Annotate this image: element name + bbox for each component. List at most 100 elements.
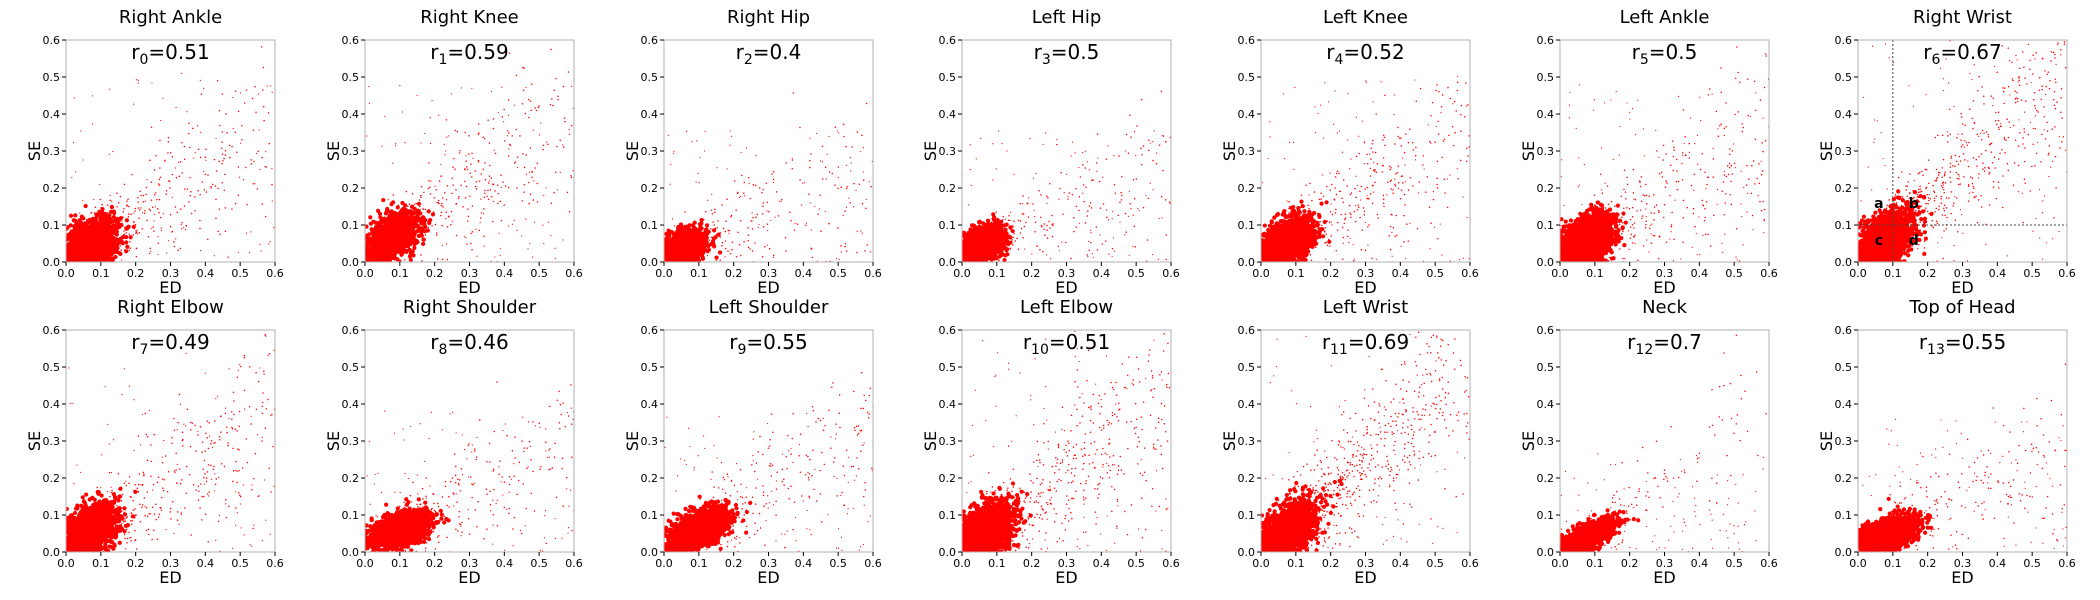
data-point bbox=[184, 228, 187, 231]
data-point bbox=[408, 254, 410, 256]
data-point bbox=[515, 161, 517, 163]
scatter-panel: Right Hipr2=0.40.00.00.10.10.20.20.30.30… bbox=[623, 7, 882, 297]
data-point bbox=[395, 234, 398, 236]
data-point bbox=[409, 211, 414, 217]
data-point bbox=[66, 257, 71, 262]
x-tick-label: 0.5 bbox=[231, 267, 249, 280]
data-point bbox=[134, 223, 137, 226]
data-point bbox=[73, 97, 75, 99]
data-point bbox=[570, 124, 573, 127]
data-point bbox=[224, 150, 227, 152]
data-point bbox=[212, 183, 214, 186]
data-point bbox=[445, 198, 448, 201]
data-point bbox=[217, 230, 220, 233]
data-point bbox=[532, 129, 534, 131]
data-point bbox=[396, 249, 399, 252]
data-point bbox=[419, 209, 422, 211]
data-point bbox=[397, 221, 400, 224]
data-point bbox=[464, 197, 467, 199]
data-point bbox=[455, 189, 457, 191]
data-point bbox=[562, 144, 564, 146]
data-point bbox=[430, 180, 432, 182]
data-point bbox=[404, 217, 409, 222]
data-point bbox=[105, 214, 110, 219]
data-point bbox=[157, 236, 159, 238]
data-point bbox=[507, 99, 510, 101]
data-point bbox=[82, 200, 84, 202]
y-tick-label: 0.1 bbox=[43, 219, 61, 232]
data-point bbox=[390, 227, 392, 229]
data-point bbox=[187, 132, 190, 135]
data-point bbox=[490, 177, 493, 179]
x-tick-label: 0.3 bbox=[162, 267, 180, 280]
data-point bbox=[112, 210, 117, 216]
data-point bbox=[488, 164, 491, 167]
data-point bbox=[96, 218, 99, 220]
data-point bbox=[395, 254, 397, 256]
data-point bbox=[488, 180, 490, 182]
data-point bbox=[452, 184, 455, 186]
data-point bbox=[126, 205, 128, 207]
data-point bbox=[547, 143, 549, 145]
data-point bbox=[239, 92, 242, 94]
data-point bbox=[487, 198, 490, 200]
data-point bbox=[215, 137, 217, 140]
data-point bbox=[114, 225, 117, 228]
data-point bbox=[460, 184, 462, 186]
data-point bbox=[98, 238, 100, 240]
data-point bbox=[365, 253, 368, 258]
data-point bbox=[398, 216, 400, 218]
data-point bbox=[259, 243, 261, 246]
data-point bbox=[377, 228, 382, 233]
data-point bbox=[411, 253, 416, 258]
data-point bbox=[162, 213, 164, 215]
scatter-panel: Right Ankler0=0.510.00.00.10.10.20.20.30… bbox=[25, 7, 284, 297]
data-point bbox=[205, 148, 207, 151]
data-point bbox=[421, 237, 426, 242]
data-point bbox=[494, 152, 497, 155]
data-point bbox=[266, 85, 268, 87]
data-point bbox=[109, 242, 111, 244]
data-point bbox=[395, 229, 397, 232]
data-point bbox=[219, 124, 221, 127]
data-point bbox=[478, 229, 481, 232]
data-point bbox=[424, 132, 426, 135]
data-point bbox=[542, 148, 544, 151]
data-point bbox=[477, 159, 480, 162]
data-point bbox=[447, 135, 449, 137]
data-point bbox=[104, 250, 109, 255]
data-point bbox=[441, 258, 444, 260]
data-point bbox=[402, 217, 404, 219]
data-point bbox=[483, 137, 486, 140]
data-point bbox=[157, 253, 159, 255]
data-point bbox=[90, 225, 92, 228]
data-point bbox=[124, 218, 129, 223]
data-point bbox=[222, 159, 224, 162]
data-point bbox=[428, 180, 430, 182]
data-point bbox=[394, 242, 397, 245]
data-point bbox=[483, 235, 485, 237]
data-point bbox=[378, 250, 383, 255]
data-point bbox=[536, 182, 538, 185]
data-point bbox=[151, 206, 154, 209]
data-point bbox=[110, 234, 112, 237]
data-point bbox=[474, 170, 477, 172]
data-point bbox=[373, 220, 378, 225]
correlation-symbol: r bbox=[131, 40, 140, 64]
data-point bbox=[227, 256, 229, 258]
data-point bbox=[137, 207, 139, 209]
data-point bbox=[394, 226, 397, 228]
data-point bbox=[389, 202, 394, 207]
data-point bbox=[445, 243, 448, 245]
data-point bbox=[412, 245, 417, 250]
data-point bbox=[419, 233, 424, 238]
data-point bbox=[529, 147, 532, 149]
data-point bbox=[431, 225, 433, 227]
data-point bbox=[373, 254, 378, 259]
data-point bbox=[455, 234, 458, 237]
data-point bbox=[138, 232, 141, 234]
data-point bbox=[513, 162, 516, 164]
data-point bbox=[82, 237, 87, 242]
x-axis-label: ED bbox=[159, 278, 181, 297]
data-point bbox=[126, 200, 128, 202]
